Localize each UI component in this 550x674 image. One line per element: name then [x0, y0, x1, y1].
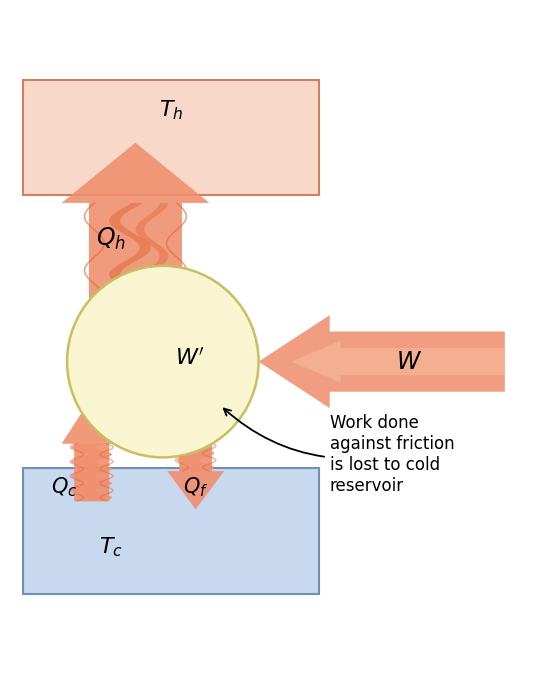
Text: $Q_\mathregular{c}$: $Q_\mathregular{c}$	[51, 476, 78, 499]
FancyBboxPatch shape	[23, 80, 319, 195]
Polygon shape	[135, 203, 168, 419]
Polygon shape	[292, 340, 505, 383]
Text: $Q_\mathregular{f}$: $Q_\mathregular{f}$	[183, 476, 208, 499]
Text: $Q_\mathregular{h}$: $Q_\mathregular{h}$	[96, 225, 126, 251]
Text: $T_\mathregular{h}$: $T_\mathregular{h}$	[159, 98, 183, 122]
Polygon shape	[72, 443, 112, 501]
Text: Work done
against friction
is lost to cold
reservoir: Work done against friction is lost to co…	[224, 408, 454, 495]
FancyBboxPatch shape	[23, 468, 319, 594]
Polygon shape	[109, 203, 151, 419]
Text: $W$: $W$	[396, 350, 422, 373]
Text: $W'$: $W'$	[175, 347, 205, 369]
Polygon shape	[177, 414, 214, 471]
Polygon shape	[62, 143, 210, 419]
Polygon shape	[167, 414, 224, 510]
Circle shape	[67, 266, 258, 458]
Polygon shape	[62, 397, 122, 501]
Text: $T_\mathregular{c}$: $T_\mathregular{c}$	[99, 536, 123, 559]
Polygon shape	[258, 315, 505, 408]
